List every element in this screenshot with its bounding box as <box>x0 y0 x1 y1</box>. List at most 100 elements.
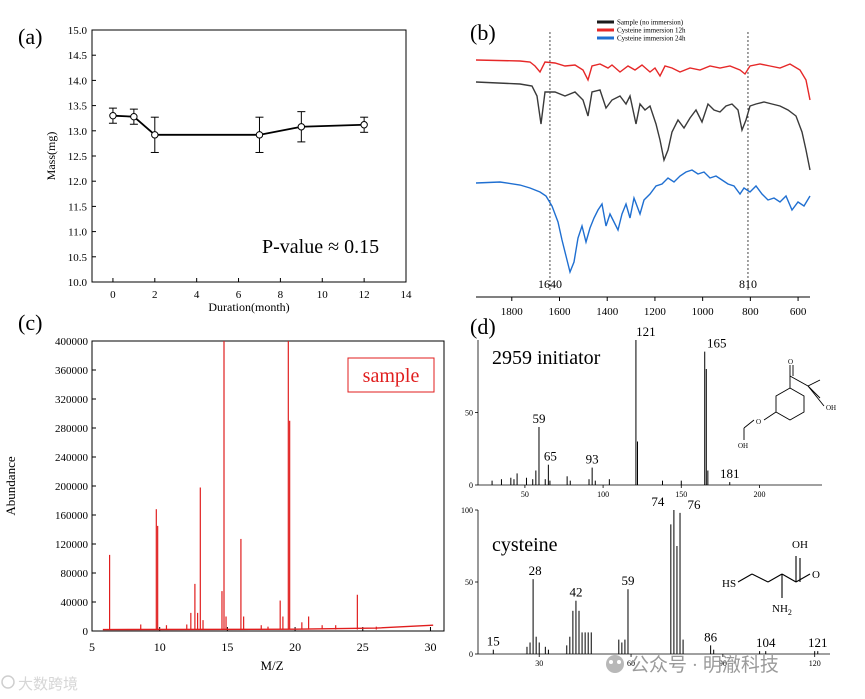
series-cysteine-24h <box>475 169 811 275</box>
initiator-label-oh1: OH <box>826 404 836 412</box>
ytick-label: 13.0 <box>68 126 88 138</box>
panel-b-xaxis: 1800 1600 1400 1200 1000 800 600 <box>501 297 807 318</box>
ytick-label: 11.5 <box>68 201 87 213</box>
xtick-label: 100 <box>597 490 609 499</box>
xtick-label: 0 <box>110 289 116 301</box>
marker-label: 810 <box>739 277 757 291</box>
panel-a-letter: (a) <box>18 24 42 49</box>
peak-label: 74 <box>651 494 665 509</box>
xtick-label: 15 <box>221 640 233 654</box>
xtick-label: 1800 <box>501 306 524 318</box>
mass-line <box>112 114 365 136</box>
panel-b-legend: Sample (no immersion)Cysteine immersion … <box>597 19 686 43</box>
ytick-label: 50 <box>465 409 473 418</box>
ytick-label: 320000 <box>55 394 89 406</box>
xtick-label: 10 <box>154 640 166 654</box>
panel-b-letter: (b) <box>470 20 496 45</box>
data-point <box>151 131 159 139</box>
ytick-label: 10.5 <box>68 252 88 264</box>
data-point <box>130 112 138 121</box>
initiator-structure <box>743 365 825 440</box>
panel-d2-plot: 15 28 42 59 74 76 86 104 121 <box>487 494 828 654</box>
panel-d2-axes: 30 60 90 120 0 50 100 <box>461 506 821 668</box>
ytick-label: 11.0 <box>68 227 87 239</box>
xtick-label: 20 <box>289 640 301 654</box>
ytick-label: 40000 <box>61 597 89 609</box>
peak-label: 121 <box>636 324 656 339</box>
ytick-label: 50 <box>465 578 473 587</box>
peak-label: 104 <box>756 635 776 650</box>
panel-c-legend: sample <box>363 365 420 387</box>
panel-c-legend-box <box>347 357 435 393</box>
xtick-label: 120 <box>809 659 821 668</box>
peak-label: 42 <box>569 585 582 600</box>
xtick-label: 50 <box>521 490 529 499</box>
peak-label: 28 <box>529 563 542 578</box>
panel-c-plot <box>102 341 434 631</box>
xtick-label: 1200 <box>644 306 667 318</box>
marker-label: 1640 <box>538 277 562 291</box>
watermark-right: 公众号 · 明澈科技 <box>606 654 779 676</box>
xtick-label: 10 <box>317 289 329 301</box>
panel-d2-title: cysteine <box>492 534 558 556</box>
panel-a-xlabel: Duration(month) <box>208 300 289 314</box>
legend-label: Cysteine immersion 24h <box>617 35 686 43</box>
cysteine-structure <box>737 556 811 598</box>
panel-a-yaxis: 10.0 10.5 11.0 11.5 12.0 12.5 13.0 13.5 14.0 14.5… <box>68 25 96 289</box>
initiator-label-oh2: OH <box>738 442 748 450</box>
panel-c-letter: (c) <box>18 310 42 335</box>
ytick-label: 0 <box>469 481 473 490</box>
ytick-label: 100 <box>461 506 473 515</box>
panel-d-letter: (d) <box>470 314 496 339</box>
ytick-label: 14.0 <box>68 75 88 87</box>
peak-label: 86 <box>704 629 718 644</box>
panel-a-xaxis: 0 2 4 6 8 10 12 14 <box>110 278 412 301</box>
panel-a-annotation: P-value ≈ 0.15 <box>262 236 379 258</box>
xtick-label: 60 <box>627 659 635 668</box>
panel-c-xlabel: M/Z <box>260 658 283 673</box>
peak-label: 93 <box>586 452 599 467</box>
panel-c-yaxis: 0 40000 80000 120000 160000 200000 240000 28000… <box>55 336 96 638</box>
ytick-label: 0 <box>83 626 89 638</box>
peak-label: 59 <box>621 573 634 588</box>
ytick-label: 360000 <box>55 365 89 377</box>
ytick-label: 13.5 <box>68 101 88 113</box>
panel-b-markers: 1640 810 <box>538 32 757 292</box>
ytick-label: 240000 <box>55 452 89 464</box>
series-sample-no-immersion <box>475 81 811 171</box>
ytick-label: 14.5 <box>68 50 88 62</box>
initiator-label-o2: O <box>756 418 761 426</box>
series-cysteine-12h <box>475 59 811 101</box>
ytick-label: 15.0 <box>68 25 88 37</box>
data-point <box>255 131 264 139</box>
panel-c-xaxis: 5 10 15 20 25 30 <box>89 627 436 654</box>
ytick-label: 120000 <box>55 539 89 551</box>
peak-label: 59 <box>532 411 545 426</box>
cysteine-label-hs: HS <box>722 578 736 590</box>
panel-d1-axes: 50 100 150 200 0 50 <box>465 409 765 500</box>
xtick-label: 30 <box>535 659 543 668</box>
watermark-left: 大数跨境 <box>1 675 78 693</box>
svg-text:大数跨境: 大数跨境 <box>18 675 78 693</box>
svg-text:公众号 · 明澈科技: 公众号 · 明澈科技 <box>630 654 779 676</box>
cysteine-label-o: O <box>812 569 820 581</box>
xtick-label: 4 <box>194 289 200 301</box>
xtick-label: 25 <box>357 640 369 654</box>
xtick-label: 30 <box>424 640 436 654</box>
ytick-label: 200000 <box>55 481 89 493</box>
panel-c-ylabel: Abundance <box>3 456 18 515</box>
panel-b: (b) 1800 1600 1400 1200 1000 800 600 1640 810 S… <box>470 19 811 318</box>
legend-label: Cysteine immersion 12h <box>617 27 686 35</box>
panel-a: (a) 10.0 10.5 11.0 11.5 12.0 12.5 13.0 13.5 14.0… <box>18 24 412 314</box>
xtick-label: 1000 <box>692 306 715 318</box>
xtick-label: 800 <box>742 306 759 318</box>
ytick-label: 12.5 <box>68 151 88 163</box>
ytick-label: 280000 <box>55 423 89 435</box>
xtick-label: 90 <box>719 659 727 668</box>
peak-label: 121 <box>808 635 828 650</box>
panel-a-plot <box>108 107 369 153</box>
xtick-label: 1400 <box>596 306 619 318</box>
xtick-label: 2 <box>152 289 158 301</box>
